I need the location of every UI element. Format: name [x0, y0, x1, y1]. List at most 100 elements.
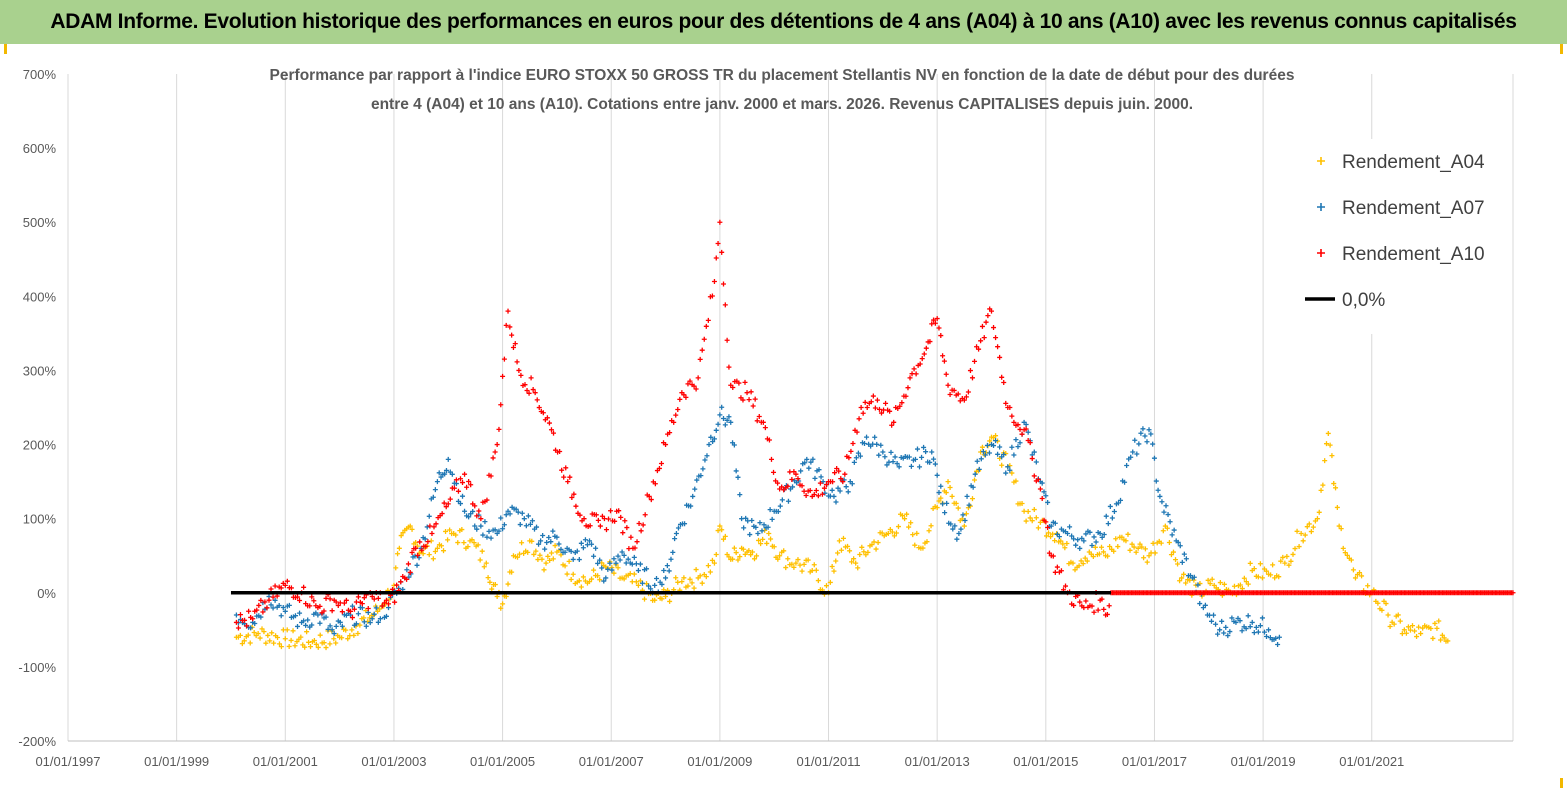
series-rendement-a04-point — [969, 496, 975, 502]
series-rendement-a07-point — [430, 494, 436, 500]
series-rendement-a04-point — [1164, 525, 1170, 531]
series-rendement-a04-point — [963, 511, 969, 517]
series-rendement-a04-point — [267, 638, 273, 644]
series-rendement-a07-point — [682, 521, 688, 527]
series-rendement-a07-point — [474, 526, 480, 532]
series-rendement-a04-point — [477, 557, 483, 563]
series-rendement-a10-point — [1089, 603, 1095, 609]
series-rendement-a04-point — [869, 542, 875, 548]
series-rendement-a10-point — [478, 516, 484, 522]
series-rendement-a10-point — [646, 493, 652, 499]
series-rendement-a10-point — [836, 468, 842, 474]
series-rendement-a07-point — [377, 616, 383, 622]
series-rendement-a10-point — [715, 240, 721, 246]
series-rendement-a07-point — [1122, 479, 1128, 485]
series-rendement-a10-point — [748, 389, 754, 395]
series-rendement-a10-point — [431, 524, 437, 530]
series-rendement-a07-point — [1253, 624, 1259, 630]
series-rendement-a07-point — [550, 528, 556, 534]
series-rendement-a10-point — [899, 400, 905, 406]
y-tick-label: 300% — [23, 363, 57, 378]
series-rendement-a07-point — [301, 618, 307, 624]
series-rendement-a10-point — [768, 456, 774, 462]
series-rendement-a10-point — [858, 405, 864, 410]
series-rendement-a07-point — [1081, 538, 1087, 544]
series-rendement-a10-point — [256, 602, 262, 608]
series-rendement-a10-point — [390, 586, 396, 592]
series-rendement-a10-point — [233, 619, 239, 625]
series-rendement-a10-point — [503, 322, 509, 328]
series-rendement-a07-point — [845, 489, 851, 495]
series-rendement-a07-point — [790, 484, 796, 490]
series-rendement-a10-point — [335, 602, 341, 608]
series-rendement-a07-point — [888, 449, 894, 455]
series-rendement-a07-point — [422, 536, 428, 542]
series-rendement-a04-point — [428, 538, 434, 544]
series-rendement-a10-point — [1035, 477, 1041, 483]
series-rendement-a07-point — [414, 562, 420, 568]
series-rendement-a04-point — [1090, 554, 1096, 560]
y-tick-label: 100% — [23, 512, 57, 527]
series-rendement-a04-point — [317, 632, 323, 638]
series-rendement-a07-point — [331, 631, 337, 637]
series-rendement-a10-point — [394, 582, 400, 588]
series-rendement-a07-point — [1101, 531, 1107, 537]
series-rendement-a07-point — [503, 512, 509, 518]
series-rendement-a07-point — [1071, 536, 1077, 542]
series-rendement-a10-point — [817, 480, 823, 486]
series-rendement-a10-point — [327, 596, 333, 602]
series-rendement-a04-point — [972, 477, 978, 483]
series-rendement-a10-point — [405, 561, 411, 567]
series-rendement-a10-point — [1009, 413, 1015, 419]
series-rendement-a10-point — [803, 493, 809, 499]
series-rendement-a10-point — [648, 497, 654, 503]
series-rendement-a04-point — [498, 605, 504, 611]
series-rendement-a10-point — [701, 336, 707, 342]
series-rendement-a04-point — [465, 544, 471, 550]
series-rendement-a04-point — [1280, 554, 1286, 560]
series-rendement-a10-point — [832, 470, 838, 476]
series-rendement-a10-point — [632, 545, 638, 551]
series-rendement-a04-point — [1412, 628, 1418, 634]
series-rendement-a10-point — [1023, 426, 1029, 432]
series-rendement-a04-point — [1031, 507, 1037, 513]
series-rendement-a04-point — [589, 576, 595, 582]
series-rendement-a04-point — [707, 569, 713, 575]
series-rendement-a07-point — [286, 602, 292, 608]
series-rendement-a07-point — [931, 456, 937, 462]
series-rendement-a04-point — [758, 541, 764, 547]
series-rendement-a04-point — [595, 573, 601, 579]
series-rendement-a10-point — [656, 465, 662, 471]
series-rendement-a10-point — [965, 389, 971, 395]
series-rendement-a10-point — [730, 385, 736, 391]
series-rendement-a04-point — [1438, 637, 1444, 643]
series-rendement-a10-point — [339, 609, 345, 615]
series-rendement-a10-point — [301, 584, 307, 590]
series-rendement-a10-point — [872, 405, 878, 411]
series-rendement-a04-point — [1211, 582, 1217, 588]
series-rendement-a04-point — [731, 545, 737, 551]
series-rendement-a10-point — [569, 494, 575, 500]
series-rendement-a10-point — [652, 481, 658, 487]
series-rendement-a10-point — [260, 609, 266, 615]
series-rendement-a10-point — [561, 474, 567, 480]
series-rendement-a04-point — [1207, 581, 1213, 587]
series-rendement-a04-point — [1129, 541, 1135, 547]
series-rendement-a07-point — [369, 616, 375, 622]
series-rendement-a07-point — [921, 444, 927, 450]
series-rendement-a07-point — [609, 567, 615, 573]
series-rendement-a10-point — [597, 523, 603, 529]
series-rendement-a04-point — [681, 575, 687, 581]
series-rendement-a07-point — [936, 490, 942, 496]
series-rendement-a04-point — [430, 556, 436, 562]
series-rendement-a04-point — [1177, 578, 1183, 584]
series-rendement-a10-point — [775, 480, 781, 486]
series-rendement-a04-point — [333, 640, 339, 646]
series-rendement-a04-point — [895, 524, 901, 530]
series-rendement-a07-point — [708, 434, 714, 440]
series-rendement-a10-point — [457, 476, 463, 482]
series-rendement-a07-point — [1015, 444, 1021, 450]
series-rendement-a10-point — [663, 442, 669, 448]
series-rendement-a10-point — [736, 380, 742, 386]
series-rendement-a04-point — [999, 462, 1005, 468]
